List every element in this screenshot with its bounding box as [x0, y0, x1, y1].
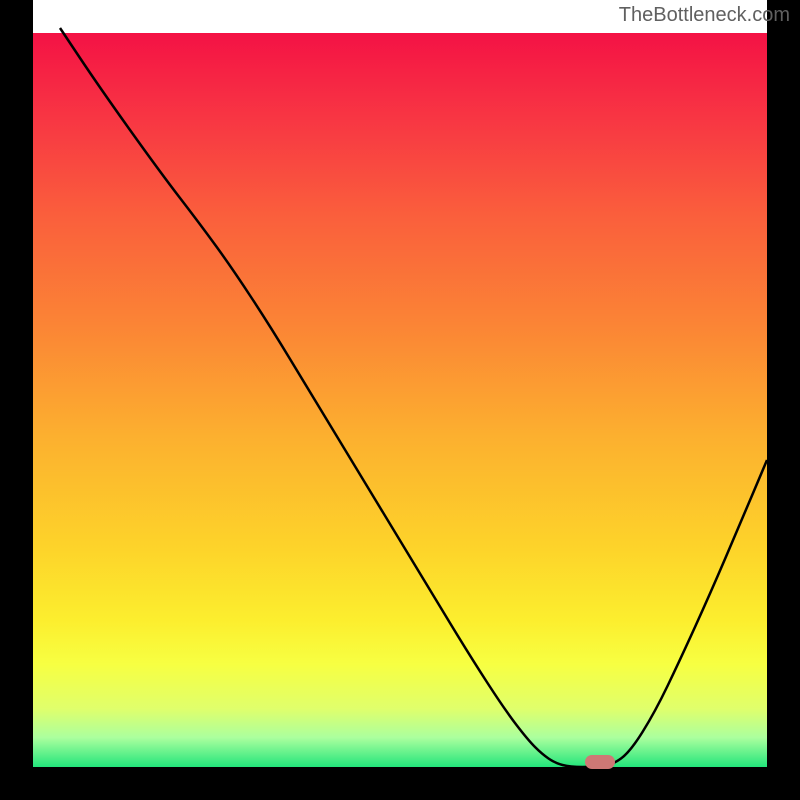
plot-background [33, 33, 767, 767]
optimal-point-marker [585, 755, 615, 769]
chart-svg [0, 0, 800, 800]
chart-border-bottom [0, 767, 800, 800]
watermark-text: TheBottleneck.com [619, 4, 790, 27]
chart-container: TheBottleneck.com [0, 0, 800, 800]
chart-border-left [0, 0, 33, 800]
chart-border-right [767, 0, 800, 800]
